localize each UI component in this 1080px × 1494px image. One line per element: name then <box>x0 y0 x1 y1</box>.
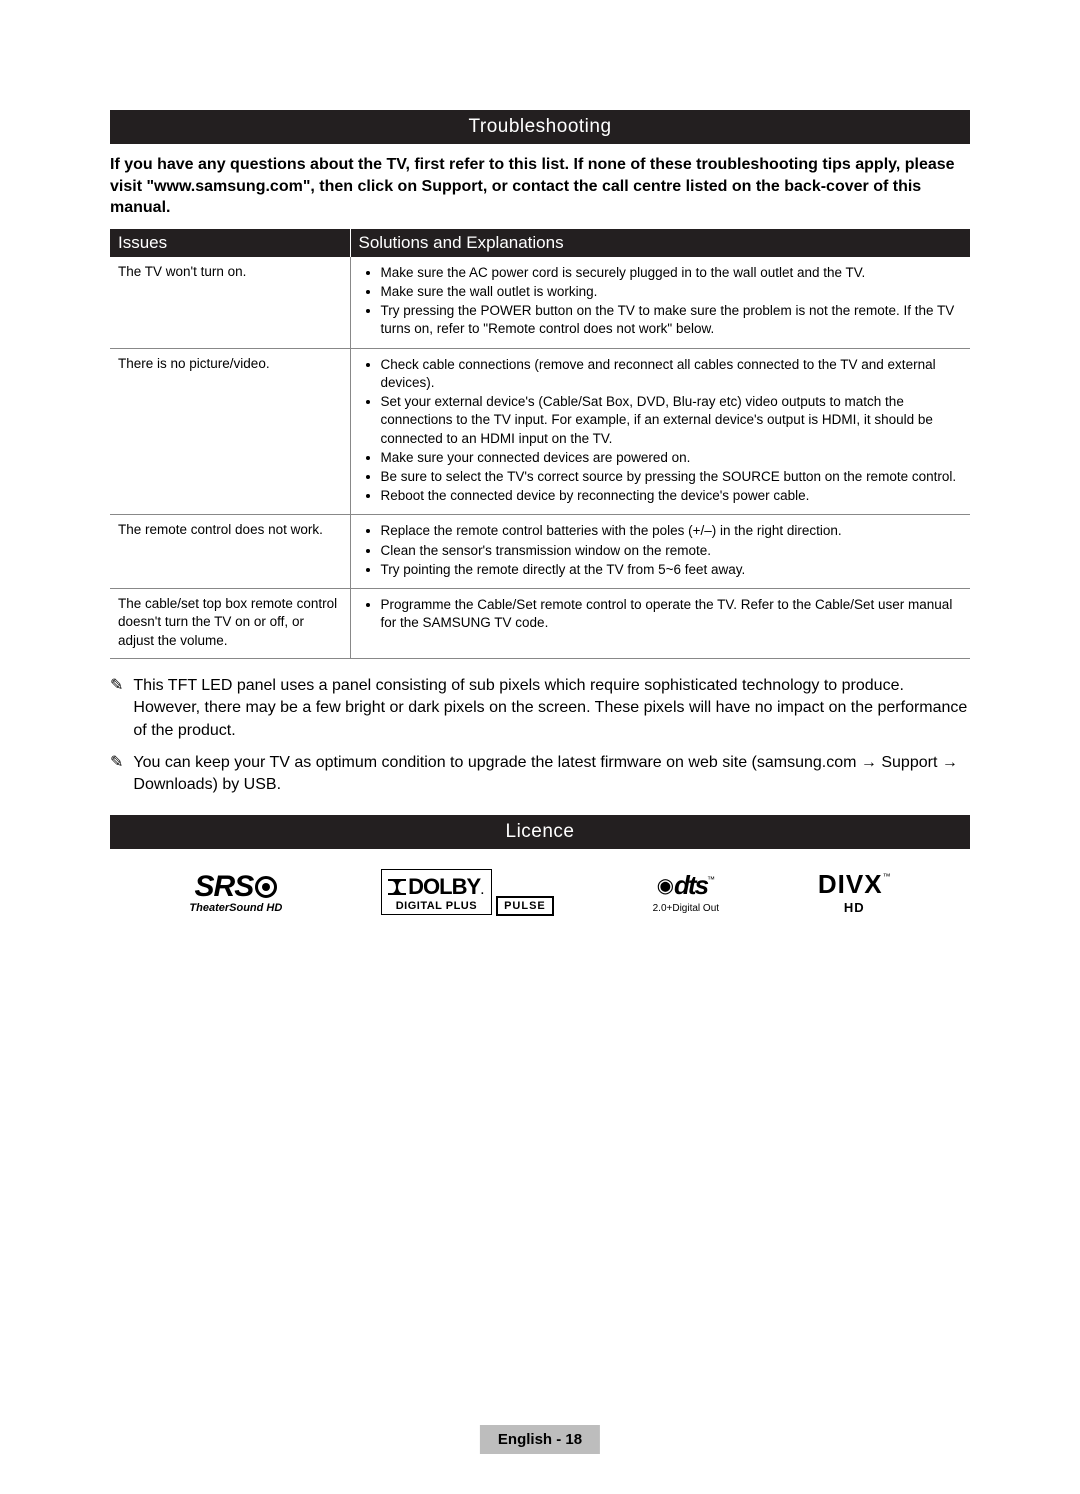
solution-item: Try pressing the POWER button on the TV … <box>381 302 963 338</box>
dolby-sub2: PULSE <box>496 896 554 916</box>
troubleshooting-header: Troubleshooting <box>110 110 970 144</box>
notes-block: ✎ This TFT LED panel uses a panel consis… <box>110 675 970 797</box>
table-row: The TV won't turn on. Make sure the AC p… <box>110 257 970 348</box>
solution-item: Clean the sensor's transmission window o… <box>381 542 963 560</box>
intro-paragraph: If you have any questions about the TV, … <box>110 154 970 219</box>
dts-swoosh-icon: ◉ <box>657 875 674 897</box>
solution-item: Make sure the wall outlet is working. <box>381 283 963 301</box>
solution-cell: Check cable connections (remove and reco… <box>350 348 970 515</box>
col-issues: Issues <box>110 229 350 257</box>
solution-item: Make sure your connected devices are pow… <box>381 449 963 467</box>
srs-circle-icon <box>255 876 277 898</box>
note-icon: ✎ <box>110 675 123 742</box>
srs-logo: SRS TheaterSound HD <box>189 870 282 914</box>
note-text: You can keep your TV as optimum conditio… <box>133 752 970 797</box>
solution-item: Check cable connections (remove and reco… <box>381 356 963 392</box>
dolby-sub1: DIGITAL PLUS <box>388 900 484 912</box>
solution-item: Reboot the connected device by reconnect… <box>381 487 963 505</box>
issue-cell: The TV won't turn on. <box>110 257 350 348</box>
solution-item: Replace the remote control batteries wit… <box>381 522 963 540</box>
table-row: The cable/set top box remote control doe… <box>110 589 970 659</box>
note-text: This TFT LED panel uses a panel consisti… <box>133 675 970 742</box>
table-row: The remote control does not work. Replac… <box>110 515 970 589</box>
srs-subtext: TheaterSound HD <box>189 902 282 914</box>
srs-text: SRS <box>195 870 254 903</box>
issue-cell: There is no picture/video. <box>110 348 350 515</box>
dolby-icon <box>388 879 406 895</box>
dolby-logo: DOLBY. DIGITAL PLUS PULSE <box>381 869 554 916</box>
logos-row: SRS TheaterSound HD DOLBY. DIGITAL PLUS … <box>110 869 970 916</box>
issue-cell: The cable/set top box remote control doe… <box>110 589 350 659</box>
divx-text: DIVX <box>818 869 883 899</box>
divx-logo: DIVX™ HD <box>818 869 891 915</box>
col-solutions: Solutions and Explanations <box>350 229 970 257</box>
dts-logo: ◉dts™ 2.0+Digital Out <box>653 870 719 914</box>
solution-item: Set your external device's (Cable/Sat Bo… <box>381 393 963 448</box>
issue-cell: The remote control does not work. <box>110 515 350 589</box>
solution-item: Try pointing the remote directly at the … <box>381 561 963 579</box>
solution-item: Programme the Cable/Set remote control t… <box>381 596 963 632</box>
solution-cell: Programme the Cable/Set remote control t… <box>350 589 970 659</box>
dts-text: dts <box>674 870 707 900</box>
tm-icon: ™ <box>707 875 715 884</box>
licence-header: Licence <box>110 815 970 849</box>
dts-subtext: 2.0+Digital Out <box>653 903 719 914</box>
divx-subtext: HD <box>818 900 891 915</box>
dolby-text: DOLBY <box>408 874 480 899</box>
note-icon: ✎ <box>110 752 123 797</box>
solution-item: Be sure to select the TV's correct sourc… <box>381 468 963 486</box>
solution-cell: Replace the remote control batteries wit… <box>350 515 970 589</box>
solution-item: Make sure the AC power cord is securely … <box>381 264 963 282</box>
page-footer: English - 18 <box>480 1425 600 1454</box>
table-row: There is no picture/video. Check cable c… <box>110 348 970 515</box>
troubleshooting-table: Issues Solutions and Explanations The TV… <box>110 229 970 659</box>
tm-icon: ™ <box>883 872 891 881</box>
solution-cell: Make sure the AC power cord is securely … <box>350 257 970 348</box>
